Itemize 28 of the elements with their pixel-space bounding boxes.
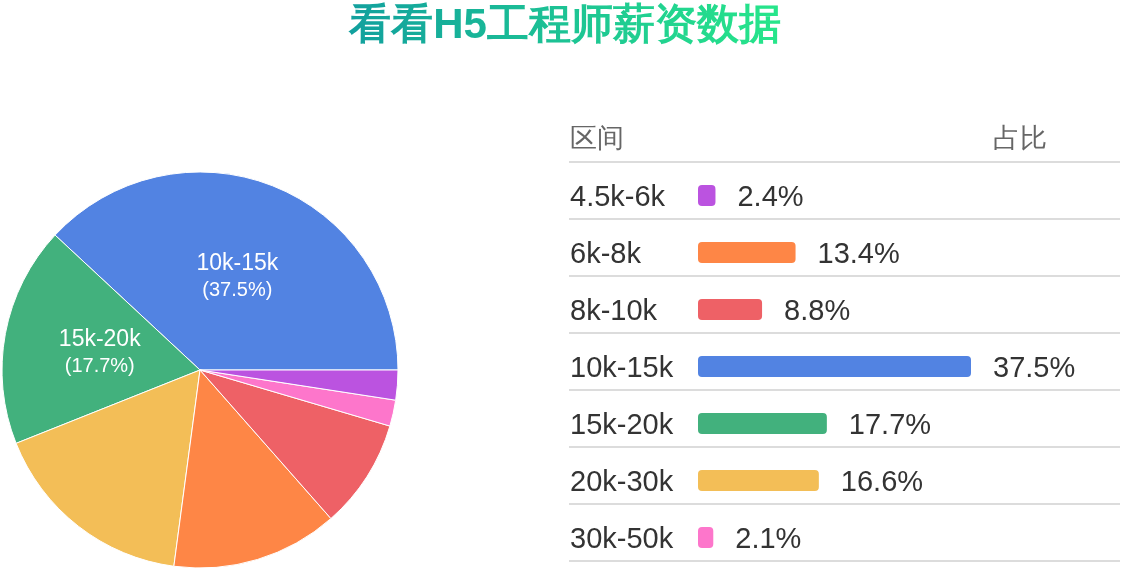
text: 看看H5工程师薪资数据 xyxy=(348,0,781,47)
data-label: (37.5%) xyxy=(202,277,273,300)
data-label: 37.5% xyxy=(993,350,1076,383)
x-axis-title: 占比 xyxy=(993,122,1047,153)
slice-label: 10k-15k xyxy=(196,248,279,275)
y-axis-title: 区间 xyxy=(570,122,624,153)
bar xyxy=(698,470,819,491)
data-label: (17.7%) xyxy=(64,353,135,376)
y-tick-label: 10k-15k xyxy=(570,350,674,383)
bar xyxy=(698,299,763,320)
slice-label: 15k-20k xyxy=(58,324,142,351)
data-label: 2.4% xyxy=(737,179,804,212)
data-label: 17.7% xyxy=(848,407,932,440)
bar xyxy=(698,185,716,206)
bar xyxy=(698,527,714,548)
bar xyxy=(698,242,796,263)
data-label: 8.8% xyxy=(784,293,851,326)
data-label: 2.1% xyxy=(735,521,802,554)
bar xyxy=(698,413,827,434)
data-label: 13.4% xyxy=(817,236,900,269)
y-tick-label: 6k-8k xyxy=(570,236,642,269)
y-tick-label: 15k-20k xyxy=(570,407,674,440)
bar xyxy=(698,356,971,377)
data-label: 16.6% xyxy=(840,464,924,497)
y-tick-label: 20k-30k xyxy=(570,464,674,497)
y-tick-label: 30k-50k xyxy=(570,521,674,554)
y-tick-label: 8k-10k xyxy=(570,293,658,326)
y-tick-label: 4.5k-6k xyxy=(570,179,666,212)
